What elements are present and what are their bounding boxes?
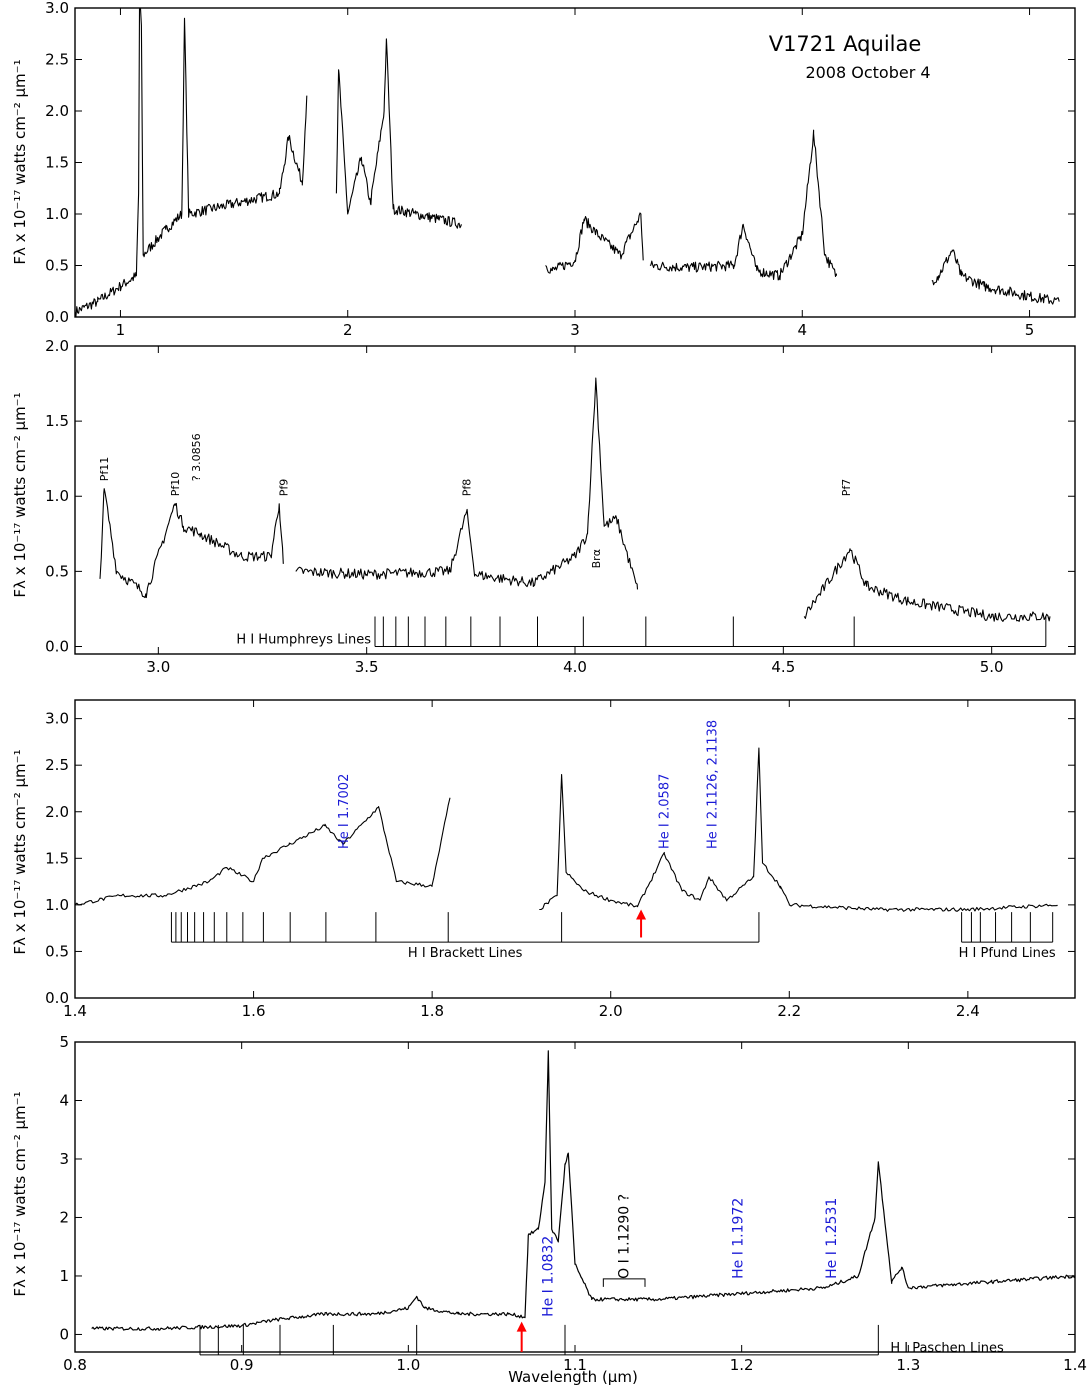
spectrum-line (99, 488, 284, 599)
spectrum-line (545, 212, 644, 274)
x-tick-label: 1 (116, 321, 126, 339)
figure-subtitle: 2008 October 4 (805, 63, 930, 82)
x-tick-label: 4.0 (563, 658, 587, 676)
y-tick-label: 1.5 (45, 154, 69, 172)
spectrum-line (74, 797, 451, 906)
series-label: H I Paschen Lines (890, 1341, 1004, 1356)
y-tick-label: 3 (59, 1150, 69, 1168)
y-tick-label: 2.0 (45, 102, 69, 120)
x-tick-label: 5 (1025, 321, 1035, 339)
x-tick-label: 1.6 (242, 1002, 266, 1020)
y-tick-label: 0.0 (45, 637, 69, 655)
line-annotation: Pf10 (169, 472, 182, 497)
line-annotation: ? 3.0856 (190, 433, 203, 481)
he-i-label: He I 1.2531 (824, 1198, 840, 1279)
line-annotation: Pf9 (277, 479, 290, 497)
x-tick-label: 1.3 (896, 1356, 920, 1374)
x-tick-label: 0.8 (63, 1356, 87, 1374)
plot-frame (74, 699, 1076, 999)
panel-h-k-bands: 1.4 1.6 1.8 2.0 2.2 2.4 0.0 0.5 1.0 1.5 2.0 2.5 3.0 H… (45, 699, 1076, 1020)
line-annotation: Pf8 (461, 479, 474, 497)
he-i-label: He I 1.1972 (731, 1198, 747, 1279)
spectrum-line (649, 129, 837, 281)
x-tick-label: 3 (570, 321, 580, 339)
line-annotation: Pf11 (98, 457, 111, 482)
x-tick-label: 2 (343, 321, 353, 339)
spectrum-line (335, 38, 462, 229)
y-tick-label: 1.0 (45, 896, 69, 914)
he-i-label: He I 2.0587 (657, 774, 672, 849)
series-label: H I Brackett Lines (408, 946, 523, 961)
spectrum-line (74, 7, 308, 318)
x-tick-label: 1.2 (730, 1356, 754, 1374)
panel-l-band: 3.0 3.5 4.0 4.5 5.0 0.0 0.5 1.0 1.5 2.0 Pf11 Pf10 ? … (45, 337, 1076, 676)
o-i-bracket (602, 1278, 646, 1287)
y-tick-label: 1 (59, 1267, 69, 1285)
y-tick-label: 2.0 (45, 803, 69, 821)
x-tick-label: 3.0 (146, 658, 170, 676)
he-i-label: He I 2.1126, 2.1138 (706, 720, 721, 849)
panel-j-band: 0.8 0.9 1.0 1.1 1.2 1.3 1.4 0 1 2 3 4 5 He I 1.0832 He… (59, 1033, 1086, 1374)
y-tick-label: 1.5 (45, 412, 69, 430)
y-tick-label: 2.5 (45, 756, 69, 774)
y-tick-label: 5 (59, 1033, 69, 1051)
y-tick-label: 0.0 (45, 308, 69, 326)
y-tick-label: 0 (59, 1325, 69, 1343)
y-axis-label-panel-3: Fλ x 10⁻¹⁷ watts cm⁻² μm⁻¹ (11, 749, 29, 954)
spectrum-line (91, 1050, 1076, 1331)
y-tick-label: 2 (59, 1208, 69, 1226)
figure-title: V1721 Aquilae (769, 32, 922, 56)
y-tick-label: 0.0 (45, 989, 69, 1007)
line-annotation: Pf7 (840, 479, 853, 497)
x-tick-label: 2.4 (956, 1002, 980, 1020)
he-i-label: He I 1.0832 (541, 1236, 557, 1317)
he-i-label: He I 1.7002 (337, 774, 352, 849)
x-tick-label: 1.0 (396, 1356, 420, 1374)
y-tick-label: 2.0 (45, 337, 69, 355)
x-tick-label: 3.5 (355, 658, 379, 676)
red-arrow-head (516, 1321, 527, 1332)
x-tick-label: 1.4 (63, 1002, 87, 1020)
x-axis-label: Wavelength (μm) (508, 1368, 638, 1386)
x-tick-label: 1.8 (420, 1002, 444, 1020)
y-axis-label-panel-4: Fλ x 10⁻¹⁷ watts cm⁻² μm⁻¹ (11, 1091, 29, 1296)
x-tick-label: 0.9 (230, 1356, 254, 1374)
spectrum-line (539, 747, 1058, 912)
y-tick-label: 0.5 (45, 257, 69, 275)
x-tick-label: 2.2 (777, 1002, 801, 1020)
y-tick-label: 1.5 (45, 849, 69, 867)
y-tick-label: 0.5 (45, 562, 69, 580)
o-i-label: O I 1.1290 ? (616, 1194, 632, 1279)
x-tick-label: 5.0 (980, 658, 1004, 676)
y-axis-label-panel-2: Fλ x 10⁻¹⁷ watts cm⁻² μm⁻¹ (11, 392, 29, 597)
y-tick-label: 4 (59, 1091, 69, 1109)
y-tick-label: 3.0 (45, 0, 69, 17)
x-tick-label: 4 (797, 321, 807, 339)
y-tick-label: 1.0 (45, 205, 69, 223)
red-arrow-head (636, 909, 647, 920)
spectrum-line (931, 249, 1060, 305)
y-tick-label: 0.5 (45, 942, 69, 960)
x-tick-label: 2.0 (599, 1002, 623, 1020)
y-tick-label: 3.0 (45, 710, 69, 728)
y-tick-label: 2.5 (45, 51, 69, 69)
spectrum-line (803, 548, 1051, 622)
panel-full-spectrum: 1 2 3 4 5 0.0 0.5 1.0 1.5 2.0 2.5 3.0 (45, 0, 1076, 339)
spectrum-line (295, 377, 639, 590)
x-tick-label: 1.4 (1063, 1356, 1087, 1374)
x-tick-label: 1.1 (563, 1356, 587, 1374)
series-label: H I Humphreys Lines (236, 632, 371, 647)
line-annotation: Brα (590, 549, 603, 568)
y-axis-label-panel-1: Fλ x 10⁻¹⁷ watts cm⁻² μm⁻¹ (11, 59, 29, 264)
series-label: H I Pfund Lines (959, 946, 1056, 961)
y-tick-label: 1.0 (45, 487, 69, 505)
x-tick-label: 4.5 (771, 658, 795, 676)
